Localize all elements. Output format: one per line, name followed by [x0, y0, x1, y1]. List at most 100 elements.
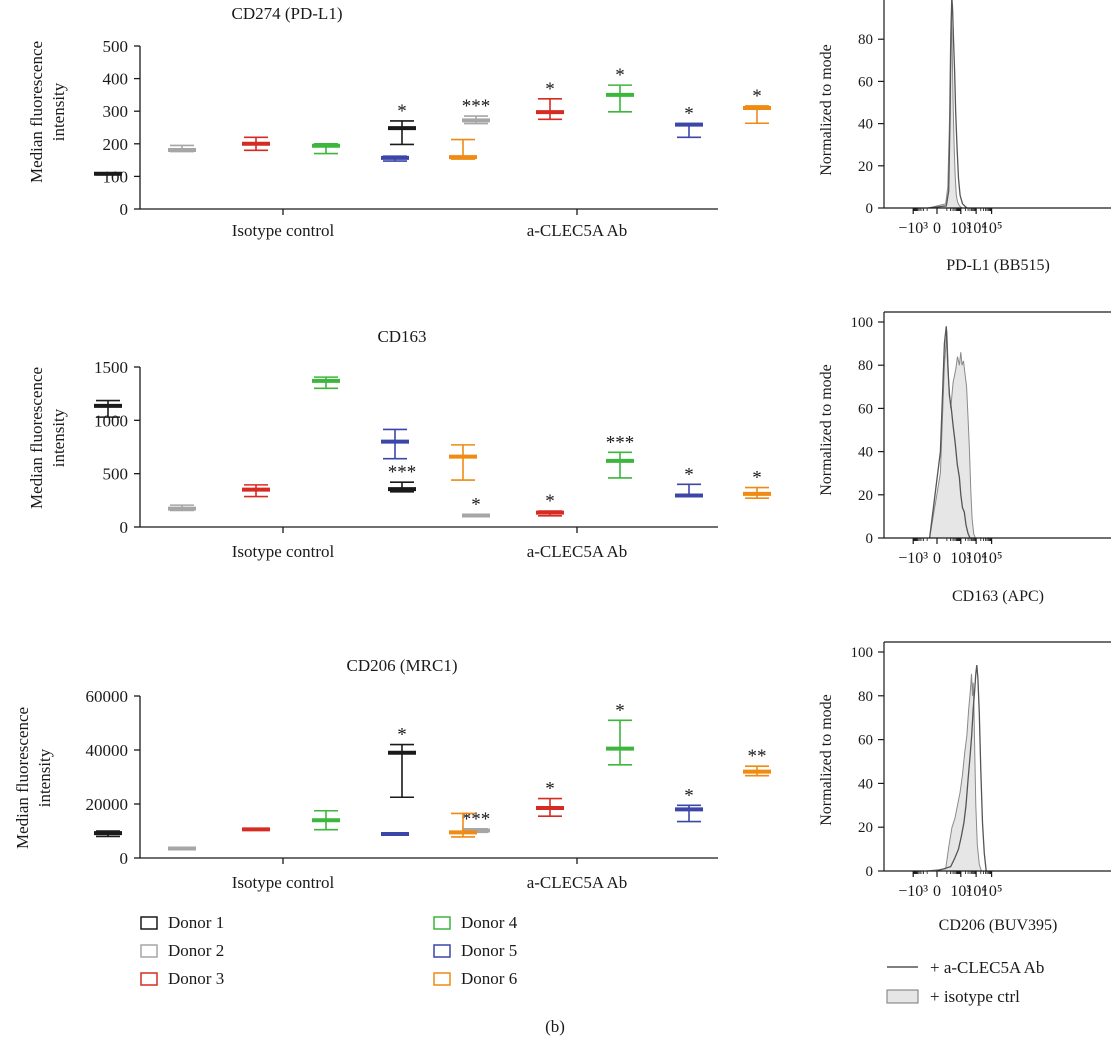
- x-tick-label: 10⁴: [965, 220, 987, 237]
- x-axis-label: PD-L1 (BB515): [946, 257, 1050, 274]
- significance-label: *: [397, 101, 407, 122]
- category-label: Isotype control: [232, 542, 335, 561]
- box-mark: ***: [606, 432, 635, 479]
- box-mark: *: [675, 104, 703, 139]
- box-mark: [312, 376, 340, 390]
- box-mark: [312, 809, 340, 831]
- y-tick-label: 40000: [86, 741, 129, 760]
- y-tick-label: 1500: [94, 358, 128, 377]
- y-tick-label: 20: [858, 488, 873, 504]
- significance-label: *: [397, 725, 407, 746]
- box-panel-cd206: CD206 (MRC1) Median fluorescence intensi…: [13, 656, 771, 892]
- y-tick-label: 100: [851, 315, 874, 331]
- significance-label: *: [684, 464, 694, 485]
- box-mark: [242, 484, 270, 498]
- box-mark: *: [675, 785, 703, 823]
- y-axis-label-line2: intensity: [49, 82, 68, 141]
- significance-label: *: [752, 468, 762, 489]
- box-panel-cd163: CD163 Median fluorescence intensity Isot…: [27, 327, 771, 561]
- box-mark: ***: [388, 462, 416, 493]
- clec5a-histogram-line: [928, 0, 968, 209]
- legend-fill-swatch: [886, 989, 919, 1004]
- chart-title: CD274 (PD-L1): [232, 4, 343, 23]
- box-mark: [381, 155, 409, 162]
- y-tick-label: 0: [866, 201, 874, 217]
- significance-label: *: [471, 495, 481, 516]
- category-label: a-CLEC5A Ab: [527, 221, 628, 240]
- x-tick-label: −10³: [898, 883, 928, 900]
- significance-label: *: [545, 779, 555, 800]
- legend-label: Donor 5: [461, 941, 517, 960]
- box-mark: *: [462, 495, 490, 518]
- y-tick-label: 60: [858, 733, 873, 749]
- isotype-histogram: [927, 673, 983, 872]
- chart-title: CD163: [377, 327, 426, 346]
- y-tick-label: 80: [858, 689, 873, 705]
- y-axis-label-line1: Median fluorescence: [13, 707, 32, 849]
- x-tick-label: 0: [933, 883, 941, 900]
- significance-label: ***: [606, 432, 635, 453]
- box-plot-marks: *********: [94, 700, 771, 851]
- x-tick-label: 0: [933, 550, 941, 567]
- legend-item-donor-3: Donor 3: [140, 969, 224, 988]
- x-tick-label: −10³: [898, 220, 928, 237]
- box-plot-marks: * *******: [94, 65, 771, 176]
- box-mark: *: [606, 65, 634, 113]
- legend-swatch: [433, 944, 451, 958]
- legend-label: + a-CLEC5A Ab: [930, 958, 1044, 977]
- legend-label: Donor 6: [461, 969, 517, 988]
- box-mark: [94, 399, 122, 418]
- box-mark: [449, 444, 477, 481]
- y-tick-label: 0: [866, 531, 874, 547]
- histogram-curves: [927, 665, 987, 872]
- y-axis-label: Normalized to mode: [818, 694, 835, 826]
- isotype-histogram: [928, 18, 964, 209]
- y-tick-label: 0: [120, 200, 129, 219]
- figure-caption: (b): [545, 1017, 565, 1036]
- box-mark: *: [536, 491, 564, 517]
- y-tick-label: 80: [858, 32, 873, 48]
- y-ticks: 0 20000 40000 60000: [86, 687, 140, 868]
- y-tick-label: 100: [851, 645, 874, 661]
- x-tick-label: 10⁵: [981, 883, 1003, 900]
- y-ticks: 0 20 40 60 80: [858, 32, 884, 217]
- y-tick-label: 20: [858, 820, 873, 836]
- box-mark: [449, 812, 477, 838]
- legend-swatch: [140, 944, 158, 958]
- y-tick-label: 60000: [86, 687, 129, 706]
- chart-title: CD206 (MRC1): [347, 656, 458, 675]
- category-label: Isotype control: [232, 873, 335, 892]
- significance-label: ***: [462, 809, 491, 830]
- x-tick-label: 0: [933, 220, 941, 237]
- y-axis-label: Normalized to mode: [818, 44, 835, 176]
- box-mark: [242, 136, 270, 152]
- x-axis-label: CD163 (APC): [952, 588, 1044, 605]
- x-tick-label: 10³: [950, 550, 971, 567]
- legend-item-donor-6: Donor 6: [433, 969, 517, 988]
- significance-label: *: [545, 79, 555, 100]
- x-tick-label: 10³: [950, 883, 971, 900]
- box-mark: ***: [462, 96, 490, 125]
- legend-swatch: [140, 916, 158, 930]
- histogram-curves: [928, 0, 968, 209]
- legend-label: Donor 1: [168, 913, 224, 932]
- box-panel-cd274: CD274 (PD-L1) Median fluorescence intens…: [27, 4, 771, 240]
- box-mark: *: [536, 79, 564, 121]
- x-tick-label: 10⁵: [981, 220, 1003, 237]
- box-mark: [312, 143, 340, 155]
- legend-item-donor-1: Donor 1: [140, 913, 224, 932]
- box-mark: [381, 831, 409, 836]
- significance-label: *: [684, 785, 694, 806]
- y-tick-label: 40: [858, 117, 873, 133]
- histogram-curves: [928, 326, 977, 539]
- legend-swatch: [140, 972, 158, 986]
- x-tick-label: 10⁴: [965, 883, 987, 900]
- category-label: a-CLEC5A Ab: [527, 542, 628, 561]
- box-mark: *: [743, 86, 771, 125]
- category-label: a-CLEC5A Ab: [527, 873, 628, 892]
- box-mark: **: [743, 746, 771, 777]
